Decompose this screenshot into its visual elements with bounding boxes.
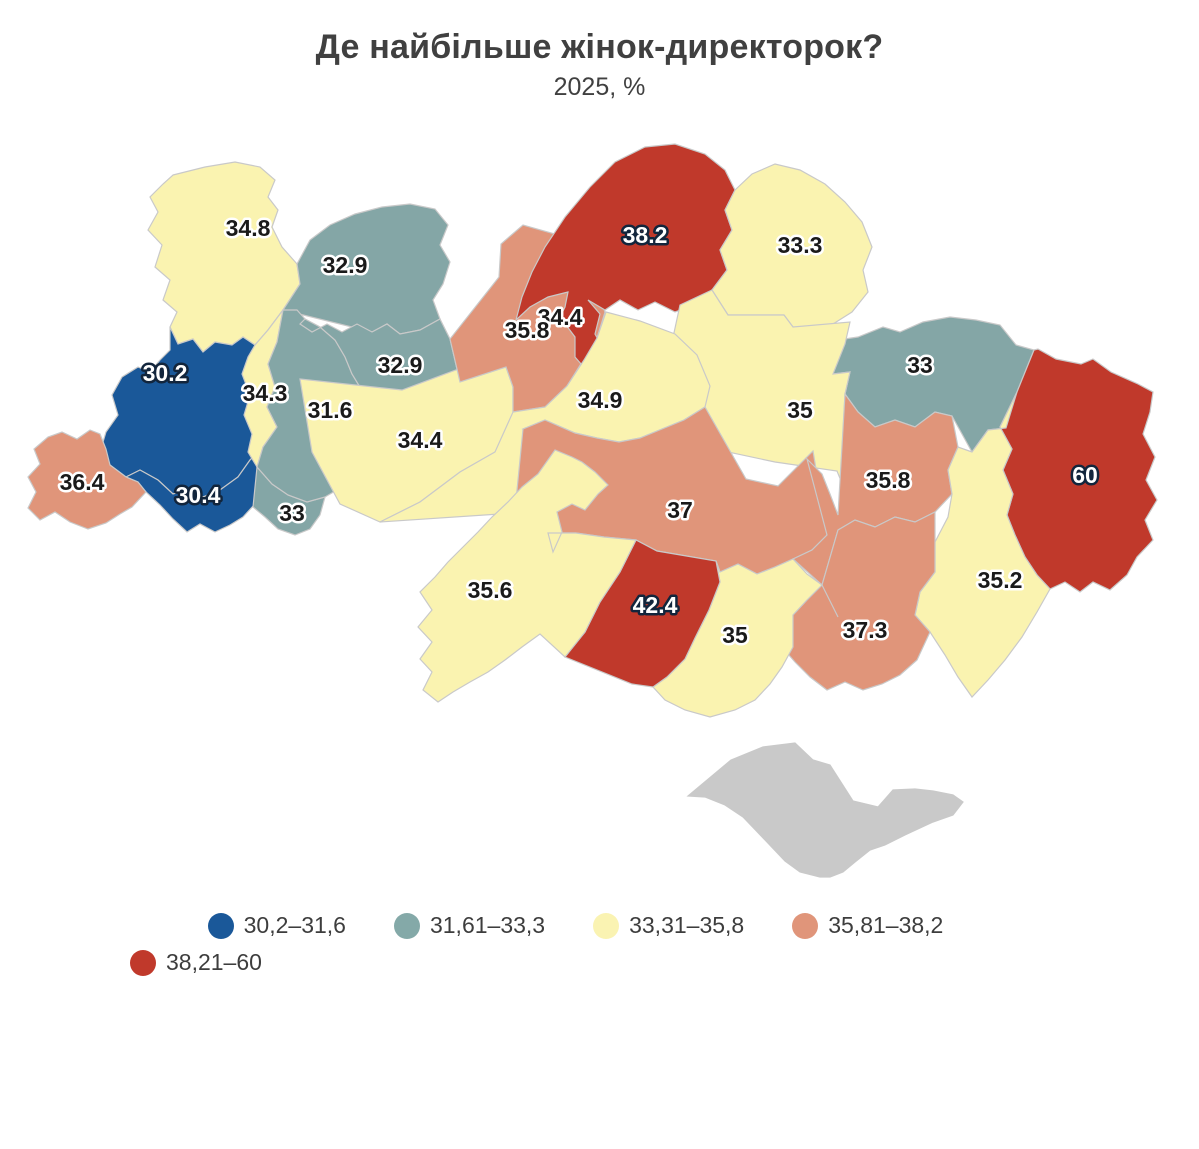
svg-text:33: 33 xyxy=(279,500,305,526)
svg-text:35.8: 35.8 xyxy=(866,467,911,493)
svg-text:38.2: 38.2 xyxy=(623,222,668,248)
svg-text:35.2: 35.2 xyxy=(978,567,1023,593)
svg-text:33: 33 xyxy=(907,352,933,378)
svg-text:36.4: 36.4 xyxy=(60,469,105,495)
svg-text:33.3: 33.3 xyxy=(778,232,823,258)
svg-text:30.2: 30.2 xyxy=(143,360,188,386)
svg-text:35.8: 35.8 xyxy=(505,317,550,343)
svg-text:34.3: 34.3 xyxy=(243,380,288,406)
svg-text:42.4: 42.4 xyxy=(633,592,678,618)
svg-text:32.9: 32.9 xyxy=(378,352,423,378)
svg-text:37.3: 37.3 xyxy=(843,617,888,643)
svg-text:34.4: 34.4 xyxy=(398,427,443,453)
crimea xyxy=(688,743,963,877)
svg-text:34.8: 34.8 xyxy=(226,215,271,241)
svg-text:31.6: 31.6 xyxy=(308,397,353,423)
svg-text:32.9: 32.9 xyxy=(323,252,368,278)
svg-text:35: 35 xyxy=(722,622,748,648)
svg-text:30.4: 30.4 xyxy=(176,482,221,508)
svg-text:35.6: 35.6 xyxy=(468,577,513,603)
svg-text:60: 60 xyxy=(1072,462,1098,488)
svg-text:34.9: 34.9 xyxy=(578,387,623,413)
svg-text:37: 37 xyxy=(667,497,693,523)
svg-text:35: 35 xyxy=(787,397,813,423)
